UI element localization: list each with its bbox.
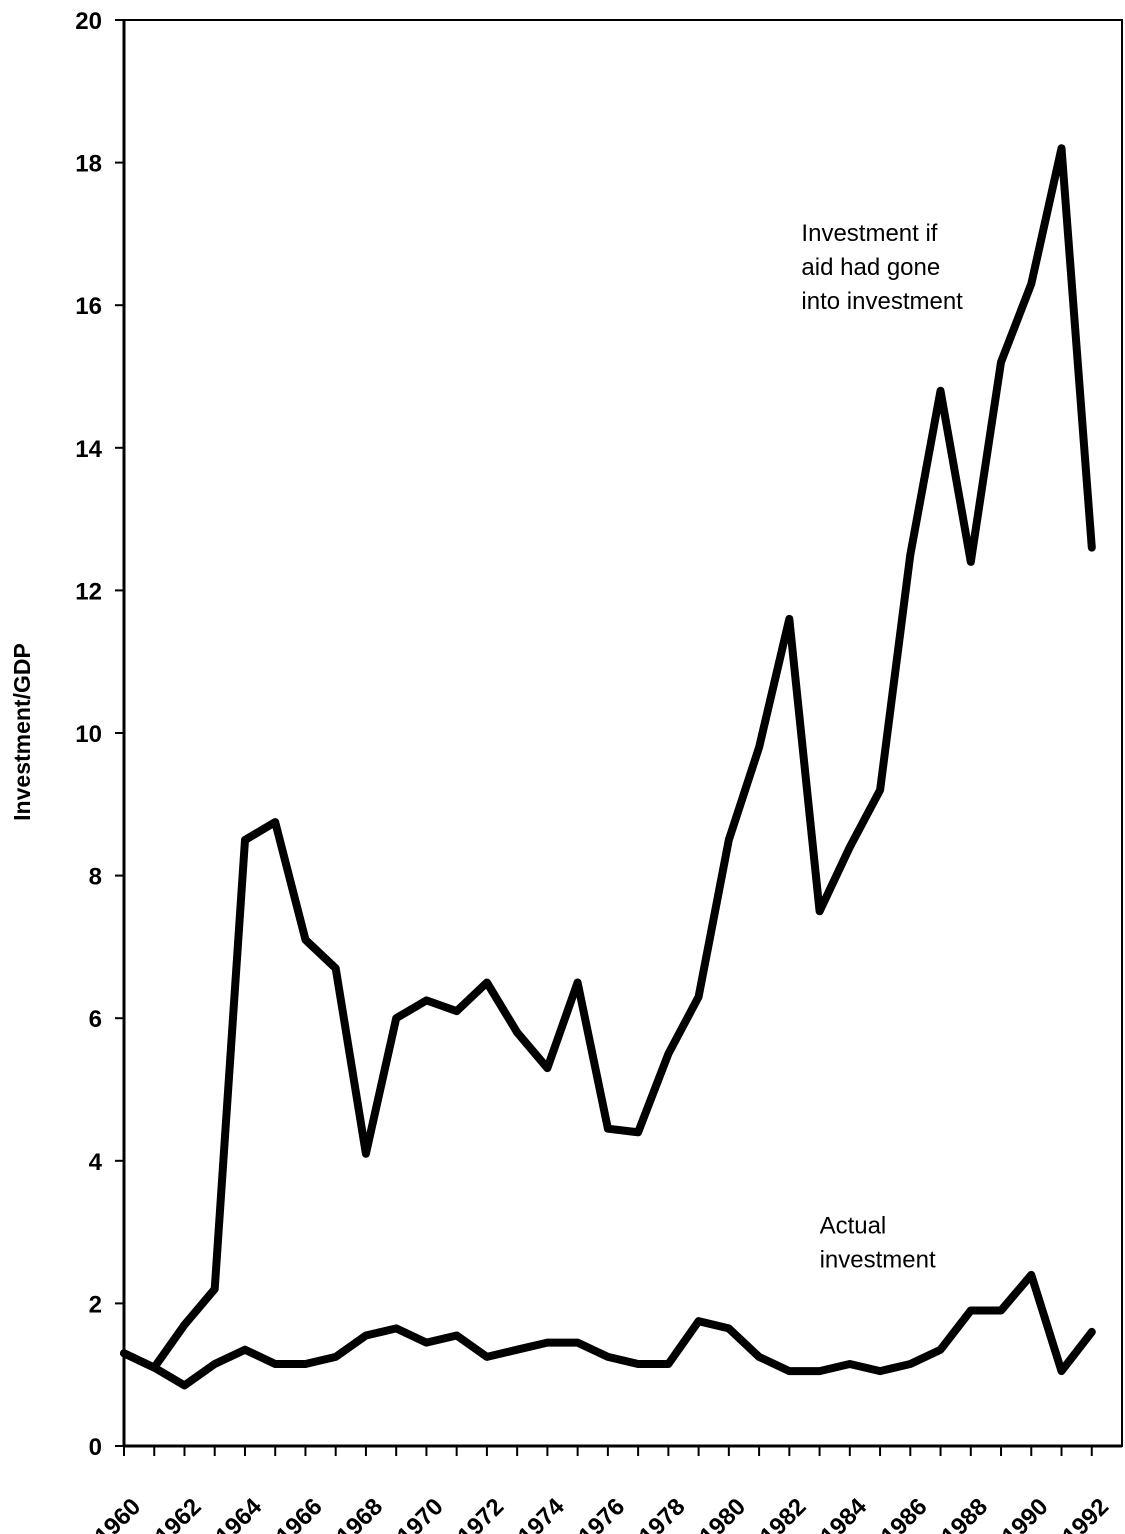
x-tick-label: 1986 [876, 1493, 933, 1534]
y-tick-label: 0 [89, 1434, 102, 1461]
x-tick-label: 1970 [392, 1493, 449, 1534]
x-tick-label: 1980 [694, 1493, 751, 1534]
y-tick-label: 20 [75, 8, 102, 35]
x-tick-label: 1972 [452, 1493, 509, 1534]
x-tick-label: 1962 [150, 1493, 207, 1534]
series-line-actual-investment [120, 1270, 1096, 1390]
series-layer [120, 144, 1096, 1390]
y-tick-label: 8 [89, 864, 102, 891]
x-tick-label: 1968 [331, 1493, 388, 1534]
x-tick-label: 1966 [271, 1493, 328, 1534]
annotation-line: investment [820, 1247, 936, 1274]
annotation-actual-investment: Actual investment [820, 1213, 936, 1274]
x-tick-label: 1960 [89, 1493, 146, 1534]
y-tick-label: 16 [75, 293, 102, 320]
annotation-line: Actual [820, 1213, 887, 1240]
x-tick-label: 1974 [513, 1493, 570, 1534]
x-tick-label: 1984 [815, 1493, 872, 1534]
y-tick-label: 12 [75, 578, 102, 605]
x-axis-ticks: 1960 1962 1964 1966 1968 1970 1972 1974 1976 1978… [89, 1446, 1114, 1534]
annotation-aid-investment: Investment if aid had gone into investment [801, 220, 963, 315]
y-tick-label: 2 [89, 1291, 102, 1318]
plot-frame [122, 19, 1123, 1448]
annotation-layer: Investment if aid had gone into investment… [801, 220, 963, 1273]
annotation-line: aid had gone [801, 254, 940, 281]
x-tick-label: 1992 [1057, 1493, 1114, 1534]
x-tick-label: 1978 [634, 1493, 691, 1534]
x-tick-label: 1988 [936, 1493, 993, 1534]
y-tick-label: 4 [89, 1149, 103, 1176]
y-tick-label: 6 [89, 1006, 102, 1033]
y-tick-label: 18 [75, 151, 102, 178]
plot-border [123, 19, 1123, 1447]
annotation-line: Investment if [801, 220, 937, 247]
x-tick-label: 1982 [755, 1493, 812, 1534]
annotation-line: into investment [801, 288, 963, 315]
series-line-aid-investment [120, 144, 1096, 1372]
x-tick-label: 1976 [573, 1493, 630, 1534]
x-tick-label: 1990 [997, 1493, 1054, 1534]
y-tick-label: 14 [75, 436, 102, 463]
x-tick-label: 1964 [210, 1493, 267, 1534]
y-axis-ticks: 0 2 4 6 8 10 12 14 16 18 20 [75, 8, 124, 1461]
y-tick-label: 10 [75, 721, 102, 748]
y-axis-title: Investment/GDP [9, 643, 35, 821]
